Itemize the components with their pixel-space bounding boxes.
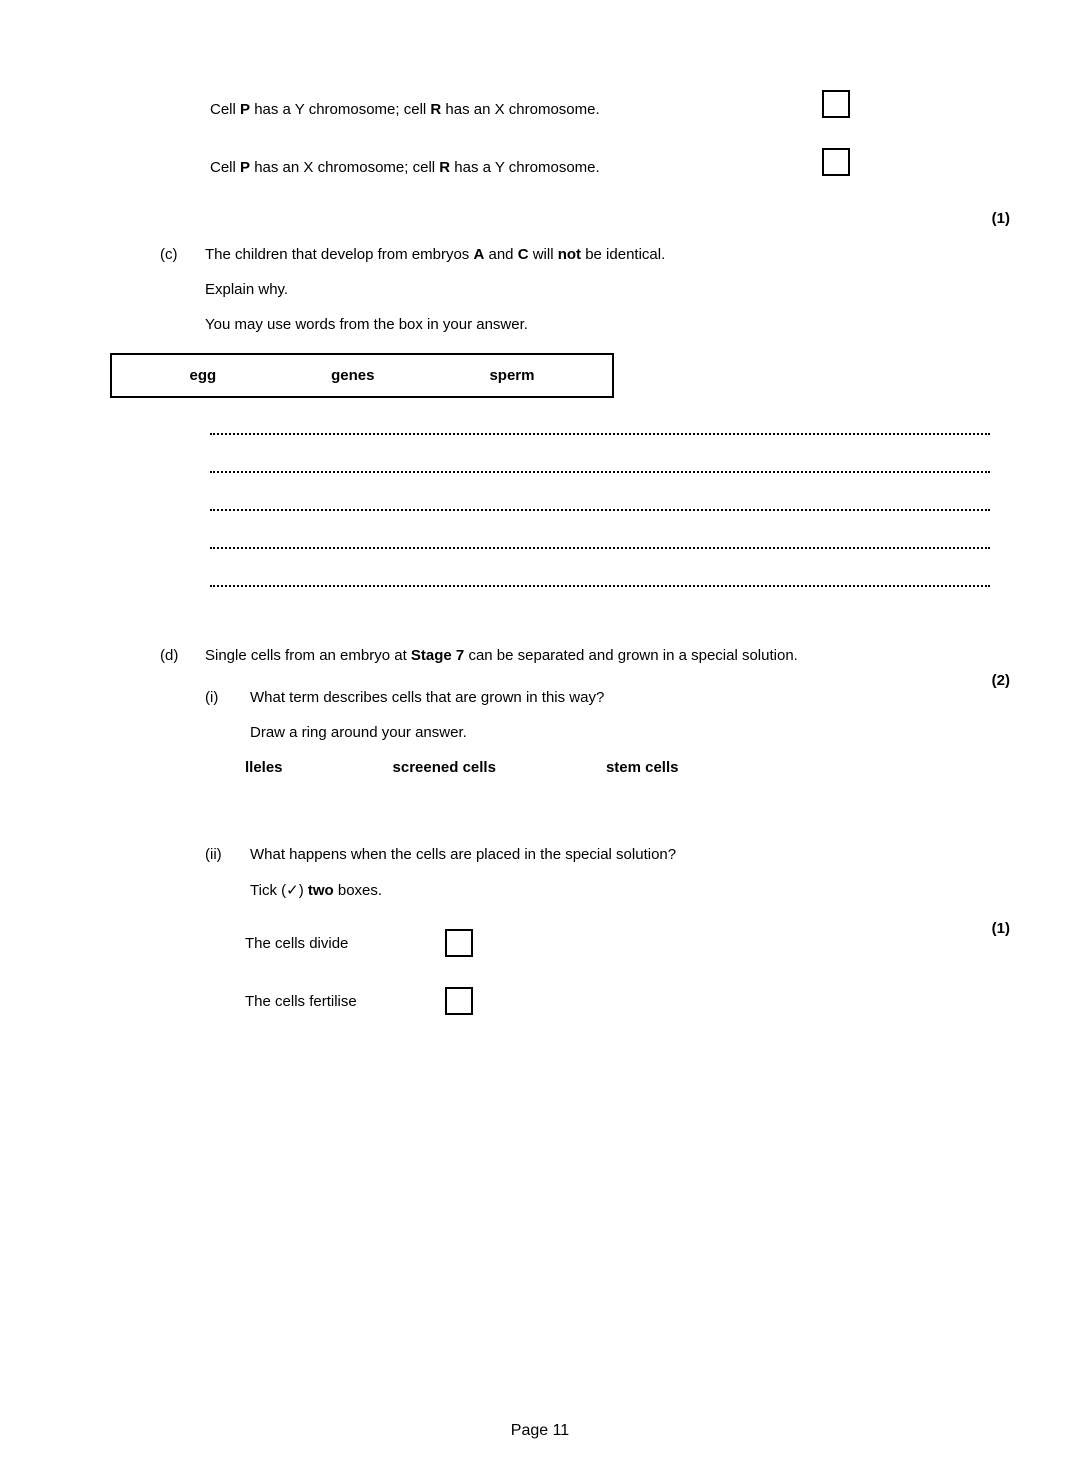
text: Tick ( bbox=[250, 882, 286, 899]
ring-option[interactable]: screened cells bbox=[393, 759, 496, 776]
tick-icon: ✓ bbox=[286, 882, 299, 899]
checkbox[interactable] bbox=[445, 987, 473, 1015]
text: can be separated and grown in a special … bbox=[464, 647, 798, 664]
marks-2: (2) bbox=[992, 672, 1010, 689]
text: will bbox=[529, 246, 558, 263]
bold: two bbox=[308, 882, 334, 899]
text: The children that develop from embryos bbox=[205, 246, 473, 263]
part-d-i: (i) What term describes cells that are g… bbox=[205, 689, 1020, 741]
part-c-line1: The children that develop from embryos A… bbox=[205, 246, 1020, 263]
checkbox[interactable] bbox=[822, 90, 850, 118]
d-ii-question: What happens when the cells are placed i… bbox=[250, 846, 1020, 863]
word-box-item: sperm bbox=[489, 367, 534, 384]
chromosome-option-1: Cell P has a Y chromosome; cell R has an… bbox=[210, 100, 850, 118]
ring-options: lleles screened cells stem cells bbox=[245, 759, 1020, 776]
option-text: Cell P has a Y chromosome; cell R has an… bbox=[210, 101, 822, 118]
answer-line[interactable] bbox=[210, 585, 990, 587]
sub-label-i: (i) bbox=[205, 689, 250, 706]
text: ) bbox=[299, 882, 308, 899]
text: be identical. bbox=[581, 246, 665, 263]
text: has an X chromosome; cell bbox=[250, 159, 439, 176]
sub-label-ii: (ii) bbox=[205, 846, 250, 863]
tick-label: The cells fertilise bbox=[245, 993, 445, 1010]
d-ii-instruction: Tick (✓) two boxes. bbox=[250, 881, 1020, 899]
ring-option[interactable]: stem cells bbox=[606, 759, 679, 776]
answer-line[interactable] bbox=[210, 547, 990, 549]
tick-option-2: The cells fertilise bbox=[245, 987, 1020, 1015]
checkbox[interactable] bbox=[822, 148, 850, 176]
part-label-c: (c) bbox=[160, 246, 205, 263]
marks-3: (1) bbox=[992, 920, 1010, 937]
ring-option[interactable]: lleles bbox=[245, 759, 283, 776]
text: and bbox=[484, 246, 517, 263]
bold: P bbox=[240, 159, 250, 176]
bold: A bbox=[473, 246, 484, 263]
exam-page: Cell P has a Y chromosome; cell R has an… bbox=[0, 0, 1080, 1475]
answer-line[interactable] bbox=[210, 471, 990, 473]
text: boxes. bbox=[334, 882, 382, 899]
marks-1: (1) bbox=[992, 210, 1010, 227]
part-c-line3: You may use words from the box in your a… bbox=[205, 316, 1020, 333]
chromosome-option-2: Cell P has an X chromosome; cell R has a… bbox=[210, 158, 850, 176]
answer-line[interactable] bbox=[210, 509, 990, 511]
bold: not bbox=[558, 246, 581, 263]
word-box-item: egg bbox=[189, 367, 216, 384]
bold: C bbox=[518, 246, 529, 263]
part-d-intro: Single cells from an embryo at Stage 7 c… bbox=[205, 647, 965, 664]
word-box: egg genes sperm bbox=[110, 353, 614, 398]
word-box-item: genes bbox=[331, 367, 374, 384]
part-d: (d) Single cells from an embryo at Stage… bbox=[160, 647, 1020, 664]
tick-option-1: The cells divide bbox=[245, 929, 1020, 957]
text: has a Y chromosome. bbox=[450, 159, 600, 176]
part-c: (c) The children that develop from embry… bbox=[160, 246, 1020, 333]
part-c-line2: Explain why. bbox=[205, 281, 1020, 298]
tick-label: The cells divide bbox=[245, 935, 445, 952]
page-number: Page 11 bbox=[0, 1422, 1080, 1440]
text: has an X chromosome. bbox=[441, 101, 599, 118]
answer-line[interactable] bbox=[210, 433, 990, 435]
d-i-instruction: Draw a ring around your answer. bbox=[250, 724, 1020, 741]
bold: Stage 7 bbox=[411, 647, 464, 664]
text: Single cells from an embryo at bbox=[205, 647, 411, 664]
text: has a Y chromosome; cell bbox=[250, 101, 430, 118]
checkbox[interactable] bbox=[445, 929, 473, 957]
d-i-question: What term describes cells that are grown… bbox=[250, 689, 1020, 706]
part-d-ii: (ii) What happens when the cells are pla… bbox=[205, 846, 1020, 899]
answer-lines bbox=[210, 433, 1020, 587]
bold: P bbox=[240, 101, 250, 118]
bold: R bbox=[439, 159, 450, 176]
option-text: Cell P has an X chromosome; cell R has a… bbox=[210, 159, 822, 176]
text: Cell bbox=[210, 101, 240, 118]
part-label-d: (d) bbox=[160, 647, 205, 664]
text: Cell bbox=[210, 159, 240, 176]
bold: R bbox=[430, 101, 441, 118]
